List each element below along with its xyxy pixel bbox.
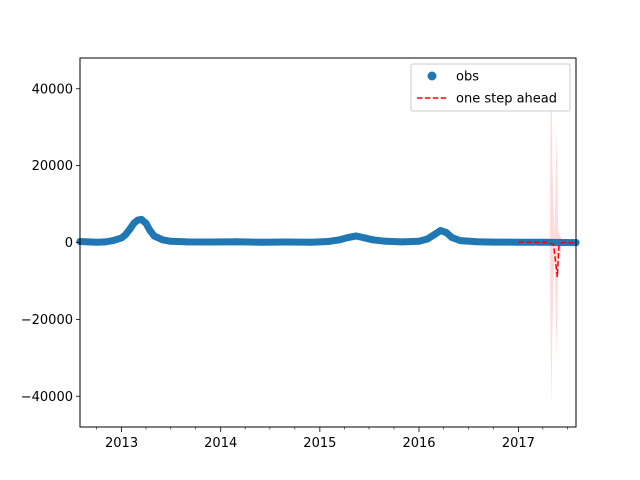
obs-point — [101, 238, 109, 246]
y-tick-label: 20000 — [32, 159, 73, 174]
obs-point — [137, 215, 145, 223]
legend-obs-label: obs — [456, 70, 479, 85]
obs-point — [423, 235, 431, 243]
obs-point — [369, 236, 377, 244]
obs-point — [415, 237, 423, 245]
obs-point — [146, 226, 154, 234]
x-tick-label: 2016 — [402, 436, 435, 451]
obs-point — [456, 237, 464, 245]
obs-point — [448, 234, 456, 241]
legend-box — [410, 63, 571, 112]
x-tick-label: 2015 — [303, 436, 336, 451]
obs-point — [473, 238, 481, 246]
obs-point — [233, 238, 241, 246]
obs-point — [398, 238, 406, 246]
one-step-ahead-series-layer — [518, 241, 577, 278]
y-tick-label: −40000 — [21, 390, 73, 405]
obs-point — [109, 237, 117, 245]
x-tick-label: 2017 — [502, 436, 535, 451]
obs-point — [442, 229, 450, 236]
legend-one-step-ahead-label: one step ahead — [456, 92, 557, 107]
obs-point — [93, 238, 101, 246]
legend-obs-marker — [427, 71, 437, 81]
obs-point — [336, 236, 344, 244]
legend: obs one step ahead — [410, 63, 571, 112]
obs-point — [142, 219, 150, 227]
obs-point — [159, 236, 167, 244]
obs-point — [352, 232, 360, 240]
y-tick-label: 40000 — [32, 82, 73, 97]
obs-point — [489, 238, 497, 246]
obs-point — [121, 231, 129, 239]
y-tick-label: −20000 — [21, 313, 73, 328]
obs-point — [431, 230, 439, 238]
obs-point — [283, 238, 291, 246]
obs-point — [208, 238, 216, 246]
obs-point — [344, 234, 352, 241]
obs-point — [84, 238, 92, 246]
y-tick-label: 0 — [65, 236, 73, 251]
obs-point — [324, 238, 332, 245]
obs-point — [150, 232, 158, 240]
obs-point — [126, 225, 134, 233]
y-axis-ticks: 40000 20000 0 −20000 −40000 — [21, 82, 80, 405]
obs-point — [258, 238, 266, 246]
obs-point — [184, 238, 192, 246]
obs-point — [361, 234, 369, 242]
obs-point — [167, 237, 175, 245]
obs-point — [382, 237, 390, 245]
obs-series-layer — [76, 215, 580, 247]
x-axis-ticks: 2013 2014 2015 2016 2017 — [96, 427, 568, 451]
x-tick-label: 2013 — [105, 436, 138, 451]
x-tick-label: 2014 — [204, 436, 237, 451]
obs-point — [307, 238, 315, 246]
obs-point — [437, 227, 444, 235]
one-step-ahead-line — [518, 241, 577, 278]
